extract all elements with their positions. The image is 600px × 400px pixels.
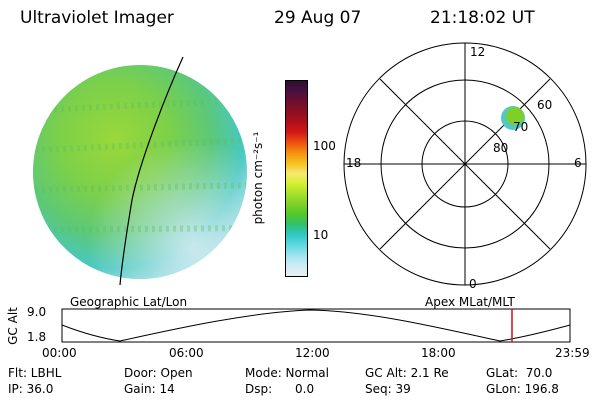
mlat-label-80: 80 [493, 141, 508, 155]
mlat-label-70: 70 [513, 120, 528, 134]
terminator-line [119, 56, 184, 286]
time-label: 21:18:02 UT [430, 8, 535, 28]
mlt-label-0: 0 [469, 277, 477, 291]
instrument-title: Ultraviolet Imager [20, 8, 174, 28]
timeline-xtick-0000: 00:00 [42, 346, 77, 360]
mlt-label-18: 18 [346, 156, 361, 170]
geo-panel-caption: Geographic Lat/Lon [70, 295, 188, 309]
polar-panel-caption: Apex MLat/MLT [425, 295, 515, 309]
date-label: 29 Aug 07 [274, 8, 362, 28]
info-flt: Flt: LBHL [8, 366, 62, 380]
info-gain: Gain: 14 [124, 382, 175, 396]
info-door: Door: Open [124, 366, 193, 380]
info-mode: Mode: Normal [245, 366, 329, 380]
colorbar-tick-100: 100 [313, 139, 336, 153]
timeline-ylabel: GC Alt [6, 307, 20, 345]
auroral-spot [501, 106, 525, 130]
colorbar-tick-10: 10 [313, 228, 329, 242]
info-glon: GLon: 196.8 [486, 382, 559, 396]
mlt-label-12: 12 [470, 45, 485, 59]
altitude-curve [61, 309, 571, 342]
info-seq: Seq: 39 [365, 382, 411, 396]
timeline-xtick-1200: 12:00 [295, 346, 330, 360]
mlt-label-6: 6 [574, 156, 582, 170]
info-ip: IP: 36.0 [8, 382, 54, 396]
timeline-ytick-max: 9.0 [27, 305, 47, 319]
info-glat: GLat: 70.0 [486, 366, 553, 380]
info-gc-alt: GC Alt: 2.1 Re [365, 366, 449, 380]
timeline-ytick-min: 1.8 [27, 330, 47, 344]
timeline-xtick-2359: 23:59 [555, 346, 590, 360]
info-dsp: Dsp: 0.0 [245, 382, 315, 396]
uv-earth-disc [33, 65, 247, 279]
timeline-xtick-1800: 18:00 [421, 346, 456, 360]
colorbar [285, 80, 308, 277]
timeline-xtick-0600: 06:00 [169, 346, 204, 360]
mlat-label-60: 60 [537, 98, 552, 112]
